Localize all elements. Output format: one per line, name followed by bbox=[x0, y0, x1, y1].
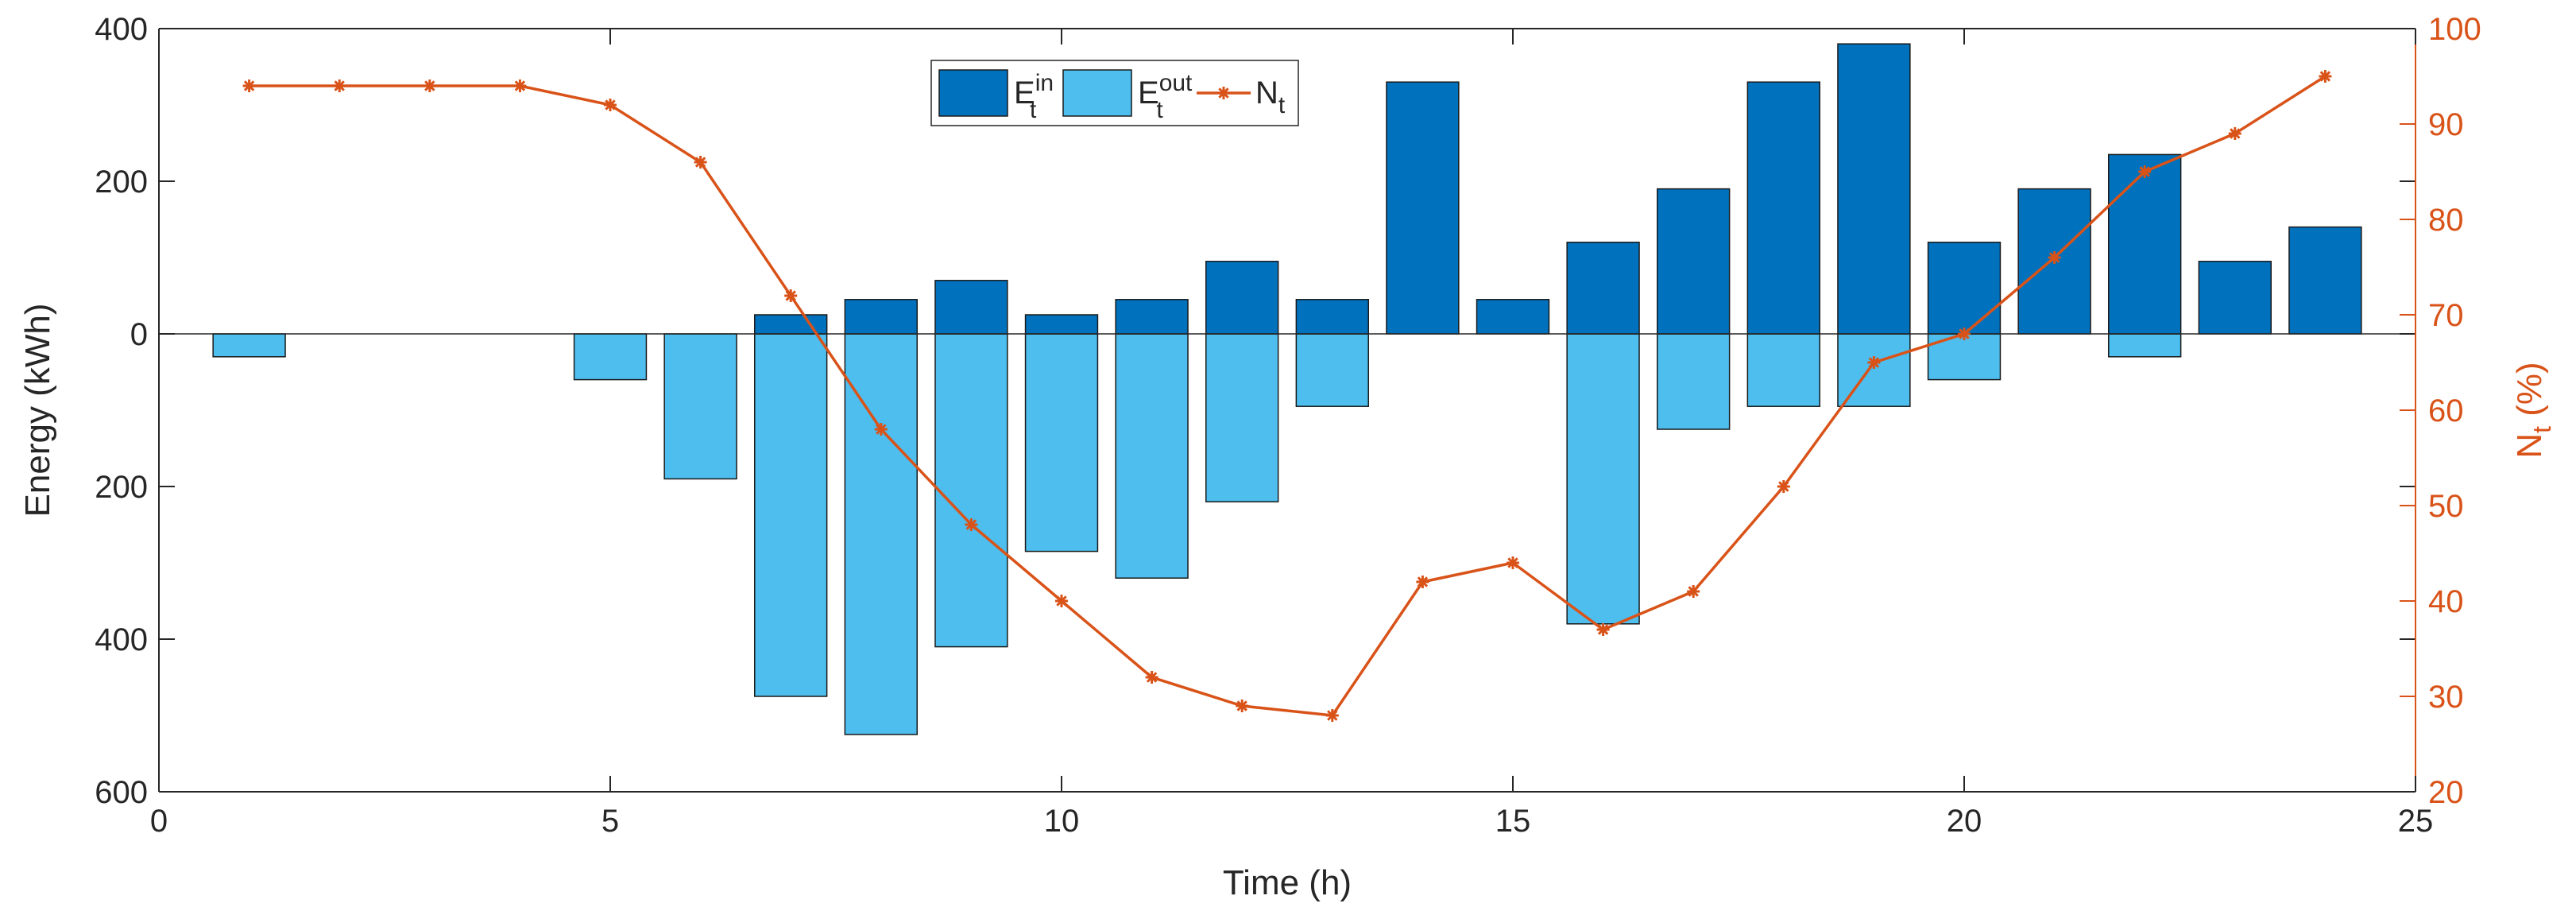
nt-point-19 bbox=[1867, 356, 1881, 369]
nt-point-9 bbox=[965, 518, 978, 531]
nt-point-6 bbox=[694, 156, 707, 169]
nt-point-14 bbox=[1416, 576, 1429, 588]
nt-point-16 bbox=[1596, 623, 1610, 636]
nt-point-8 bbox=[874, 423, 888, 436]
nt-point-20 bbox=[1958, 328, 1971, 340]
left-tick-label: 400 bbox=[95, 12, 148, 47]
bar-e-in-18 bbox=[1746, 81, 1820, 335]
bar-e-in-24 bbox=[2288, 226, 2362, 335]
x-tick-label: 15 bbox=[1495, 804, 1531, 839]
bar-e-in-13 bbox=[1295, 299, 1369, 335]
nt-point-7 bbox=[784, 289, 798, 302]
nt-point-23 bbox=[2228, 127, 2241, 140]
bar-e-in-22 bbox=[2108, 153, 2182, 335]
left-tick-label: 200 bbox=[95, 470, 148, 505]
x-tick-label: 10 bbox=[1044, 804, 1080, 839]
bar-e-in-19 bbox=[1837, 43, 1911, 335]
right-tick-label: 80 bbox=[2428, 203, 2464, 238]
right-tick-label: 30 bbox=[2428, 680, 2464, 715]
nt-point-18 bbox=[1777, 480, 1790, 493]
right-tick-label: 70 bbox=[2428, 298, 2464, 333]
right-tick-label: 90 bbox=[2428, 107, 2464, 142]
bar-e-in-23 bbox=[2198, 261, 2272, 335]
bar-e-out-12 bbox=[1205, 333, 1279, 502]
bar-e-out-6 bbox=[663, 333, 737, 480]
bar-e-out-16 bbox=[1566, 333, 1640, 625]
bar-e-out-1 bbox=[212, 333, 286, 358]
bar-e-out-10 bbox=[1024, 333, 1099, 552]
x-tick-label: 25 bbox=[2398, 804, 2434, 839]
legend-label-e-t-in: Ein t bbox=[1014, 70, 1054, 123]
nt-point-5 bbox=[604, 99, 617, 111]
left-tick-label: 0 bbox=[130, 317, 148, 352]
bar-e-out-17 bbox=[1657, 333, 1731, 430]
bar-e-out-22 bbox=[2108, 333, 2182, 358]
legend: Ein t Eout t Nt bbox=[930, 60, 1299, 126]
right-tick-label: 60 bbox=[2428, 393, 2464, 428]
legend-swatch-e-in bbox=[938, 69, 1008, 117]
legend-label-e-t-out: Eout t bbox=[1138, 70, 1193, 123]
right-tick-label: 100 bbox=[2428, 12, 2481, 47]
bar-e-in-11 bbox=[1115, 299, 1189, 335]
x-tick-label: 20 bbox=[1947, 804, 1982, 839]
bar-e-out-9 bbox=[934, 333, 1008, 648]
plot-area bbox=[159, 29, 2415, 792]
nt-point-21 bbox=[2048, 251, 2061, 264]
bar-e-in-14 bbox=[1386, 81, 1460, 335]
x-tick-label: 0 bbox=[150, 804, 168, 839]
bar-e-in-16 bbox=[1566, 242, 1640, 335]
nt-point-1 bbox=[242, 79, 256, 92]
left-tick-label: 600 bbox=[95, 775, 148, 810]
bar-e-in-8 bbox=[844, 299, 918, 335]
x-axis: 0 5 10 15 20 25 bbox=[150, 28, 2434, 839]
bar-e-out-7 bbox=[754, 333, 828, 697]
right-tick-label: 20 bbox=[2428, 775, 2464, 810]
right-axis-label-text: Nt (%) bbox=[2510, 362, 2556, 458]
series-e-in-bars bbox=[754, 43, 2362, 335]
bar-e-in-10 bbox=[1024, 314, 1099, 335]
x-axis-label: Time (h) bbox=[1223, 863, 1352, 902]
left-tick-label: 200 bbox=[95, 165, 148, 200]
bar-e-in-20 bbox=[1927, 242, 2002, 335]
series-nt-line bbox=[242, 70, 2332, 722]
bar-e-in-15 bbox=[1476, 299, 1550, 335]
nt-point-24 bbox=[2319, 70, 2332, 83]
nt-point-22 bbox=[2138, 165, 2152, 178]
nt-point-12 bbox=[1236, 700, 1249, 712]
nt-point-4 bbox=[513, 79, 527, 92]
bar-e-out-13 bbox=[1295, 333, 1369, 407]
left-tick-label: 400 bbox=[95, 622, 148, 657]
bar-e-out-11 bbox=[1115, 333, 1189, 579]
bar-e-out-5 bbox=[573, 333, 648, 381]
nt-point-17 bbox=[1687, 585, 1700, 598]
right-tick-label: 50 bbox=[2428, 489, 2464, 524]
right-y-axis-label: Nt (%) bbox=[2510, 362, 2556, 458]
legend-swatch-e-out bbox=[1062, 69, 1132, 117]
nt-point-2 bbox=[333, 79, 346, 92]
left-y-axis-label: Energy (kWh) bbox=[18, 304, 57, 518]
bar-e-in-12 bbox=[1205, 261, 1279, 335]
bar-e-in-9 bbox=[934, 280, 1008, 335]
bar-e-out-8 bbox=[844, 333, 918, 735]
nt-point-10 bbox=[1055, 595, 1068, 607]
nt-point-13 bbox=[1325, 709, 1339, 722]
bar-e-in-17 bbox=[1657, 188, 1731, 335]
nt-point-3 bbox=[423, 79, 436, 92]
right-tick-label: 40 bbox=[2428, 584, 2464, 619]
nt-point-11 bbox=[1145, 671, 1158, 684]
x-tick-label: 5 bbox=[601, 804, 619, 839]
nt-line-path bbox=[249, 75, 2327, 717]
legend-label-n-t: Nt bbox=[1255, 76, 1286, 118]
nt-point-15 bbox=[1507, 556, 1519, 569]
legend-swatch-nt-marker bbox=[1217, 87, 1230, 99]
bar-e-out-18 bbox=[1746, 333, 1820, 407]
